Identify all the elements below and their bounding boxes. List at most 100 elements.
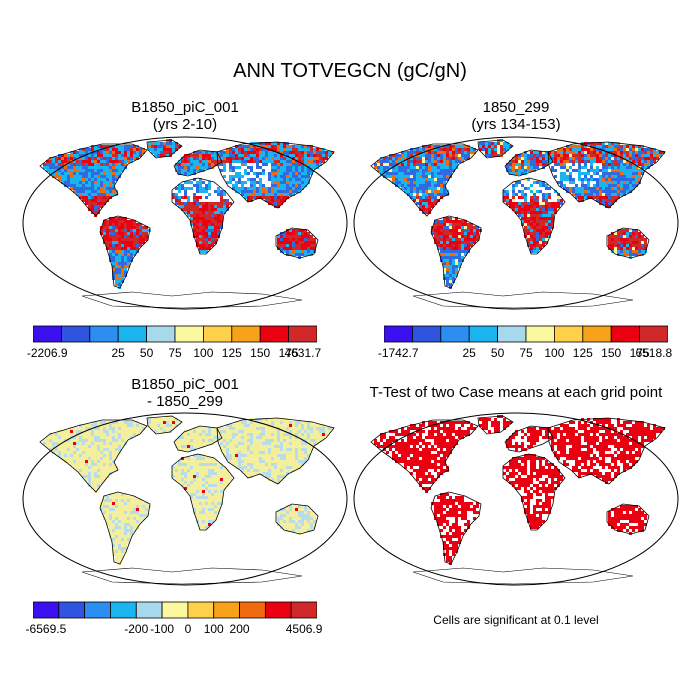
colorbar-label: -1742.7 xyxy=(377,346,419,360)
panel-3-title-line2: - 1850_299 xyxy=(147,393,223,410)
south-america-outline xyxy=(99,491,151,565)
colorbar-label: 0 xyxy=(184,622,192,636)
africa-outline xyxy=(502,453,566,531)
greenland-outline xyxy=(477,415,514,435)
africa-outline xyxy=(502,177,566,255)
land-cells xyxy=(43,415,334,565)
colorbar-swatch xyxy=(117,325,147,343)
colorbar-label: 25 xyxy=(462,346,476,360)
land-cells xyxy=(374,415,665,565)
greenland-outline xyxy=(146,139,183,159)
colorbar-swatch xyxy=(264,601,292,619)
colorbar-swatch xyxy=(610,325,640,343)
globe-border xyxy=(22,136,348,310)
colorbar-swatch xyxy=(60,325,91,343)
panel-2-title-line2: (yrs 134-153) xyxy=(471,116,561,133)
colorbar-swatch xyxy=(58,601,86,619)
panel-2-colorbar xyxy=(384,325,668,343)
globe-border xyxy=(22,412,348,586)
colorbar-swatch xyxy=(174,325,204,343)
europe-outline xyxy=(173,425,223,453)
colorbar-swatch xyxy=(187,601,215,619)
asia-outline xyxy=(216,417,335,485)
colorbar-swatch xyxy=(84,601,111,619)
panel-1-colorbar xyxy=(33,325,317,343)
asia-outline xyxy=(216,141,335,209)
colorbar-swatch xyxy=(89,325,119,343)
colorbar-label: -100 xyxy=(150,622,175,636)
panel-1-title-line1: B1850_piC_001 xyxy=(131,99,239,116)
colorbar-swatch xyxy=(135,601,163,619)
europe-outline xyxy=(504,149,554,177)
land-cells xyxy=(374,139,665,289)
figure-title: ANN TOTVEGCN (gC/gN) xyxy=(233,60,467,82)
colorbar-swatch xyxy=(239,601,266,619)
panel-1-title: B1850_piC_001 (yrs 2-10) xyxy=(20,99,350,133)
colorbar-swatch xyxy=(259,325,289,343)
panel-3-colorbar-labels: -6569.5 -200 -100 0 100 200 4506.9 xyxy=(26,622,323,638)
africa-outline xyxy=(171,177,235,255)
colorbar-label: 4506.9 xyxy=(285,622,323,636)
land-cells xyxy=(43,139,334,289)
colorbar-swatch xyxy=(110,601,137,619)
panel-4-title-line1: T-Test of two Case means at each grid po… xyxy=(369,384,663,401)
colorbar-label: 75 xyxy=(519,346,533,360)
panel-1-colorbar-labels: -2206.9 25 50 75 100 125 150 175 4631.7 xyxy=(27,346,321,362)
panel-2-title: 1850_299 (yrs 134-153) xyxy=(351,99,681,133)
colorbar-label: 25 xyxy=(111,346,125,360)
greenland-outline xyxy=(146,415,183,435)
colorbar-label: 6518.8 xyxy=(635,346,673,360)
antarctica-outline xyxy=(412,291,634,309)
panel-4-note: Cells are significant at 0.1 level xyxy=(433,613,599,627)
colorbar-label: 50 xyxy=(490,346,505,360)
greenland-outline xyxy=(477,139,514,159)
panel-4-title: T-Test of two Case means at each grid po… xyxy=(351,384,681,401)
colorbar-swatch xyxy=(384,325,413,343)
europe-outline xyxy=(504,425,554,453)
colorbar-label: -2206.9 xyxy=(26,346,68,360)
colorbar-label: 100 xyxy=(193,346,214,360)
panel-2-title-line1: 1850_299 xyxy=(482,99,550,116)
north-america-outline xyxy=(370,419,479,493)
colorbar-swatch xyxy=(639,325,668,343)
colorbar-label: 100 xyxy=(544,346,565,360)
north-america-outline xyxy=(39,143,148,217)
colorbar-label: 4631.7 xyxy=(284,346,322,360)
panel-3-title-line1: B1850_piC_001 xyxy=(131,376,239,393)
antarctica-outline xyxy=(81,567,303,585)
south-america-outline xyxy=(99,215,151,289)
panel-3-title: B1850_piC_001 - 1850_299 xyxy=(20,376,350,410)
colorbar-swatch xyxy=(497,325,527,343)
colorbar-label: 175 xyxy=(278,346,299,360)
colorbar-label: 75 xyxy=(168,346,182,360)
south-america-outline xyxy=(430,491,482,565)
north-america-outline xyxy=(370,143,479,217)
panel-2-colorbar-labels: -1742.7 25 50 75 100 125 150 175 6518.8 xyxy=(378,346,672,362)
panel-3-map xyxy=(22,412,348,586)
colorbar-swatch xyxy=(411,325,442,343)
panel-4-map xyxy=(353,412,679,586)
colorbar-label: 150 xyxy=(250,346,271,360)
colorbar-swatch xyxy=(33,601,60,619)
colorbar-swatch xyxy=(146,325,176,343)
panel-1-title-line2: (yrs 2-10) xyxy=(152,116,218,133)
colorbar-swatch xyxy=(213,601,240,619)
africa-outline xyxy=(171,453,235,531)
colorbar-label: 125 xyxy=(572,346,593,360)
north-america-outline xyxy=(39,419,148,493)
south-america-outline xyxy=(430,215,482,289)
australia-outline xyxy=(275,503,319,535)
panel-2-map xyxy=(353,136,679,310)
europe-outline xyxy=(173,149,223,177)
asia-outline xyxy=(547,141,666,209)
colorbar-swatch xyxy=(440,325,470,343)
colorbar-swatch xyxy=(33,325,62,343)
colorbar-label: 150 xyxy=(601,346,622,360)
globe-border xyxy=(353,136,679,310)
colorbar-label: 125 xyxy=(221,346,242,360)
panel-3-colorbar xyxy=(33,601,317,619)
australia-outline xyxy=(606,503,650,535)
globe-border xyxy=(353,412,679,586)
colorbar-swatch xyxy=(161,601,189,619)
colorbar-label: 200 xyxy=(229,622,250,636)
